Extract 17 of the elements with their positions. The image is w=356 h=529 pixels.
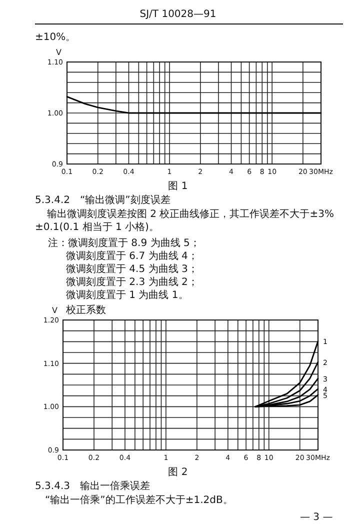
text: SJ/T 10028—91 <box>138 8 218 21</box>
text: 5.3.4.3 输出一倍乘误差 <box>35 480 150 493</box>
text: 微调刻度置于 6.7 为曲线 4； <box>66 250 198 263</box>
text: 输出微调刻度误差按图 2 校正曲线修正，其工作误差不大于±3%±0.1(0.1 相当于 1 小格)。 <box>35 208 335 234</box>
y-axis-title: V <box>56 48 62 57</box>
text: 5.3.4.2 “输出微调”刻度误差 <box>35 194 170 207</box>
text: 微调刻度置于 1 为曲线 1。 <box>66 289 188 302</box>
text: 注：微调刻度置于 8.9 为曲线 5； <box>48 237 200 250</box>
y-axis-title: V <box>52 306 58 315</box>
caption: 图 2 <box>167 466 189 479</box>
text: 微调刻度置于 4.5 为曲线 3； <box>66 263 198 276</box>
text: ±10%。 <box>35 31 76 44</box>
text: 校正系数 <box>66 304 106 317</box>
caption: 图 1 <box>167 180 189 193</box>
text: “输出一倍乘”的工作误差不大于±1.2dB。 <box>45 494 233 507</box>
text: — 3 — <box>300 511 333 524</box>
text: 微调刻度置于 2.3 为曲线 2； <box>66 276 198 289</box>
